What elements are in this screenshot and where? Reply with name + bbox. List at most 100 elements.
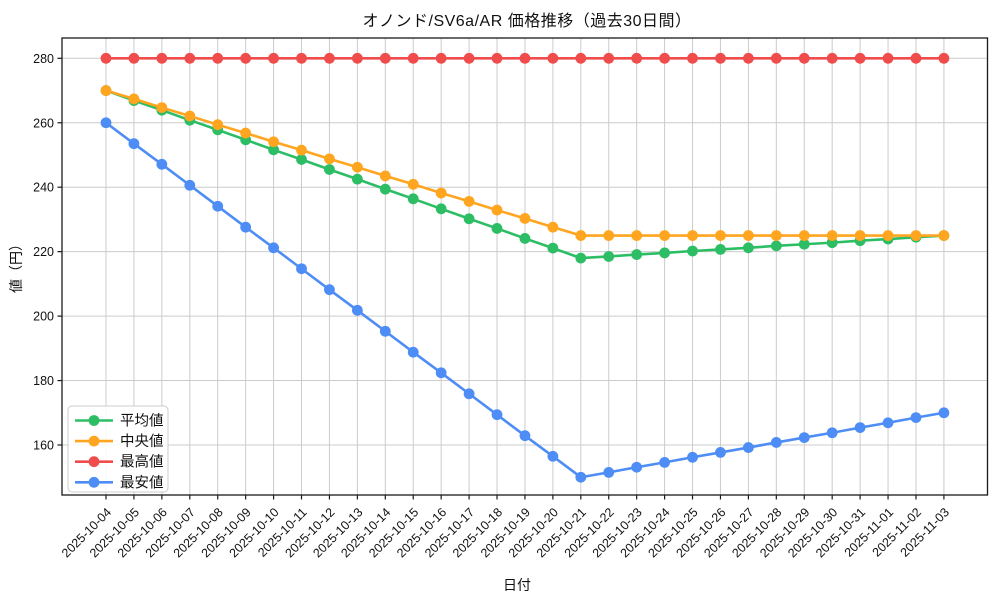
data-point: [519, 430, 531, 442]
data-point: [631, 249, 643, 260]
data-point: [156, 102, 168, 114]
data-point: [519, 213, 531, 224]
data-point: [798, 230, 810, 241]
data-point: [128, 138, 140, 150]
data-point: [770, 52, 782, 64]
data-point: [351, 304, 363, 316]
data-point: [882, 52, 894, 64]
data-point: [240, 127, 252, 139]
data-point: [575, 230, 587, 241]
data-point: [603, 230, 615, 241]
data-point: [547, 52, 559, 64]
legend-label: 最高値: [120, 454, 164, 471]
data-point: [603, 251, 615, 262]
data-point: [854, 422, 866, 433]
data-point: [128, 93, 140, 105]
legend-label: 中央値: [120, 433, 164, 450]
data-point: [715, 243, 726, 255]
chart-title: オノンド/SV6a/AR 価格推移（過去30日間）: [362, 13, 692, 30]
data-point: [351, 173, 363, 185]
data-point: [407, 346, 419, 358]
data-point: [435, 203, 447, 215]
data-point: [240, 52, 252, 64]
series-max: [100, 52, 950, 64]
data-point: [100, 52, 112, 64]
data-point: [687, 52, 698, 64]
data-point: [631, 52, 643, 64]
data-point: [240, 221, 252, 233]
y-tick-label: 180: [33, 374, 54, 388]
data-point: [156, 52, 168, 64]
data-point: [742, 230, 754, 241]
data-point: [296, 154, 307, 165]
data-point: [491, 223, 503, 234]
legend-label: 平均値: [120, 413, 164, 430]
data-point: [128, 52, 140, 64]
x-axis-label: 日付: [503, 577, 531, 593]
data-point: [603, 466, 615, 478]
data-point: [547, 242, 559, 254]
y-tick-label: 240: [33, 181, 54, 195]
data-point: [491, 52, 503, 64]
data-point: [324, 284, 335, 296]
data-point: [742, 52, 754, 64]
data-point: [491, 204, 503, 216]
data-point: [184, 179, 196, 191]
legend-box: [67, 405, 169, 493]
data-point: [184, 110, 196, 122]
data-point: [715, 447, 726, 458]
data-point: [351, 161, 363, 173]
y-tick-label: 220: [33, 245, 54, 259]
data-point: [770, 230, 782, 241]
legend-entry: 平均値: [75, 413, 164, 430]
legend-label: 最安値: [120, 474, 164, 491]
data-point: [296, 144, 307, 156]
data-point: [351, 52, 363, 64]
data-point: [938, 407, 950, 419]
data-point: [575, 52, 587, 64]
data-point: [324, 164, 335, 175]
data-point: [603, 52, 615, 64]
data-point: [463, 213, 475, 225]
data-point: [659, 230, 670, 241]
data-point: [547, 221, 559, 233]
data-point: [770, 240, 782, 252]
data-point: [379, 52, 391, 64]
data-point: [631, 230, 643, 241]
data-point: [910, 230, 922, 241]
data-point: [575, 471, 587, 483]
grid: [62, 38, 988, 495]
data-point: [826, 427, 838, 439]
data-point: [687, 451, 698, 463]
y-tick-label: 160: [33, 439, 54, 453]
data-point: [910, 52, 922, 64]
legend-entry: 中央値: [75, 433, 164, 450]
data-point: [212, 52, 224, 64]
data-point: [379, 325, 391, 337]
data-point: [435, 187, 447, 199]
data-point: [407, 178, 419, 190]
data-point: [296, 52, 307, 64]
data-point: [435, 367, 447, 379]
y-axis: 160 180 200 220 240 260 280: [33, 52, 62, 453]
data-point: [100, 117, 112, 129]
data-point: [519, 233, 531, 244]
data-point: [156, 158, 168, 170]
data-point: [826, 230, 838, 241]
y-tick-label: 260: [33, 116, 54, 130]
data-point: [324, 153, 335, 165]
data-point: [463, 195, 475, 207]
data-point: [798, 238, 810, 250]
data-point: [938, 230, 950, 241]
data-point: [463, 52, 475, 64]
data-point: [854, 52, 866, 64]
data-point: [687, 245, 698, 257]
series-median: [100, 85, 950, 241]
legend-marker: [88, 415, 100, 426]
data-point: [882, 230, 894, 241]
data-point: [854, 230, 866, 241]
data-point: [938, 52, 950, 64]
data-point: [212, 119, 224, 131]
